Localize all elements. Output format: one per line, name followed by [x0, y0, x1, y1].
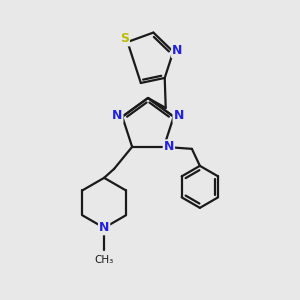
Text: S: S [120, 32, 129, 46]
Text: N: N [172, 44, 182, 57]
Text: N: N [164, 140, 174, 153]
Text: CH₃: CH₃ [94, 255, 114, 265]
Text: N: N [112, 109, 122, 122]
Text: N: N [99, 221, 109, 234]
Text: N: N [173, 109, 184, 122]
